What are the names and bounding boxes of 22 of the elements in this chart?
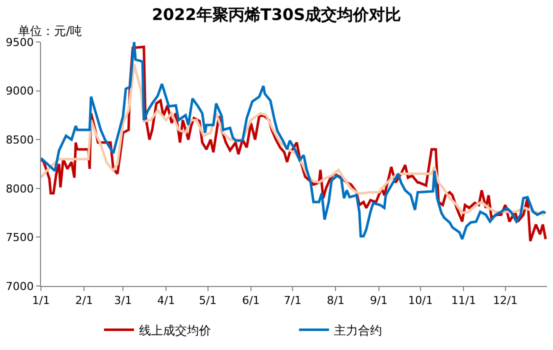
x-tick-label: 1/1 bbox=[32, 294, 50, 308]
x-tick-label: 10/1 bbox=[408, 294, 433, 308]
x-tick-label: 5/1 bbox=[198, 294, 217, 308]
x-tick-label: 11/1 bbox=[451, 294, 476, 308]
x-tick-label: 8/1 bbox=[326, 294, 345, 308]
legend-label: 线上成交均价 bbox=[139, 323, 211, 338]
y-tick-label: 7500 bbox=[6, 231, 34, 244]
y-tick-label: 8000 bbox=[6, 182, 34, 196]
y-tick-label: 9500 bbox=[6, 36, 34, 49]
y-tick-label: 7000 bbox=[6, 280, 34, 293]
x-tick-label: 3/1 bbox=[114, 294, 132, 308]
x-tick-label: 9/1 bbox=[370, 294, 388, 308]
chart-title: 2022年聚丙烯T30S成交均价对比 bbox=[152, 4, 402, 24]
legend-label: 主力合约 bbox=[334, 323, 382, 338]
x-tick-label: 12/1 bbox=[492, 294, 518, 308]
y-axis-title: 单位：元/吨 bbox=[18, 24, 82, 38]
y-tick-label: 9000 bbox=[6, 84, 34, 98]
x-tick-label: 4/1 bbox=[157, 294, 175, 308]
x-tick-label: 7/1 bbox=[284, 294, 302, 308]
x-tick-label: 6/1 bbox=[242, 294, 260, 308]
y-tick-label: 8500 bbox=[6, 133, 34, 146]
x-tick-label: 2/1 bbox=[75, 294, 93, 308]
